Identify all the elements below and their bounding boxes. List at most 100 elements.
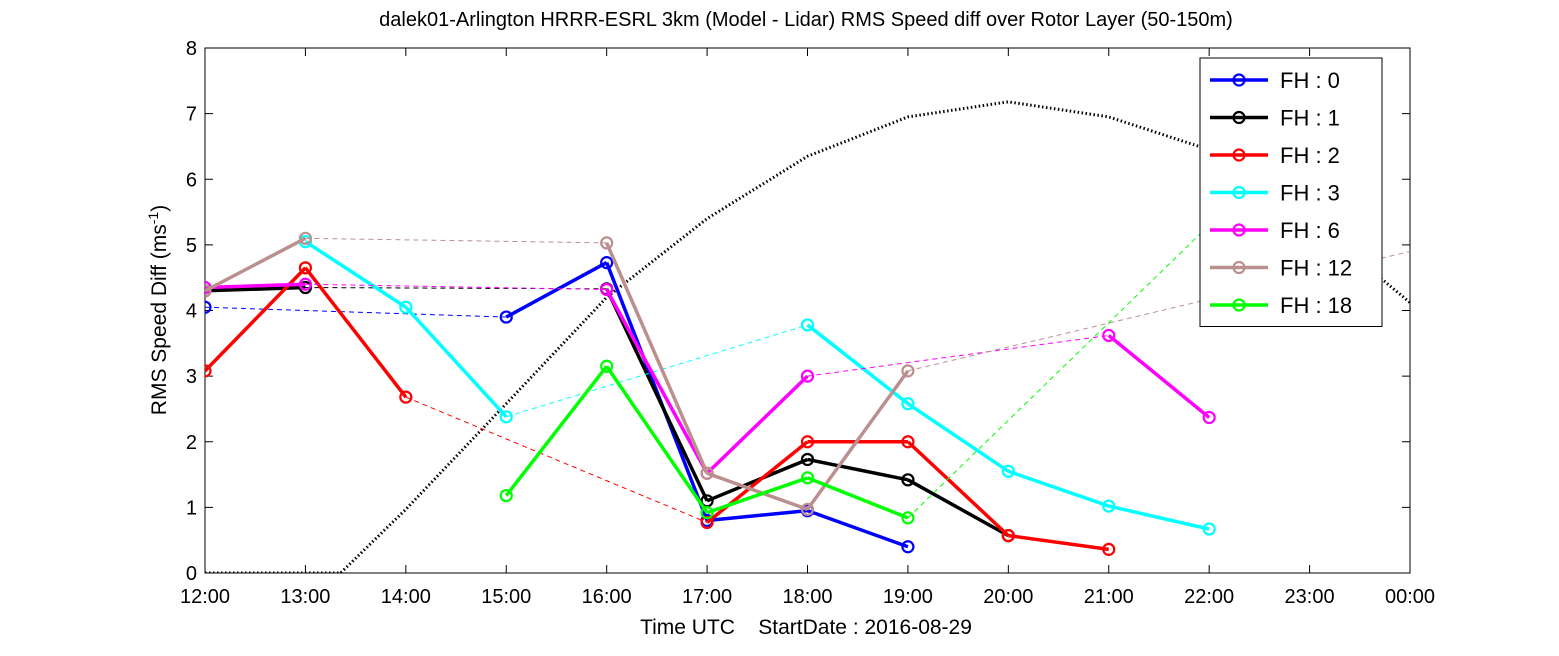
series-gap-link xyxy=(205,306,507,318)
series-gap-link xyxy=(807,334,1109,377)
series-line-segment xyxy=(1108,504,1210,531)
legend-swatch-marker xyxy=(1232,223,1246,237)
data-point xyxy=(1202,410,1216,425)
series-line-segment xyxy=(806,323,909,406)
y-tick-label: 5 xyxy=(186,235,197,257)
plot-area: 12:00 13:00 14:00 15:00 16:00 17:00 18:00 19:00… xyxy=(180,38,1435,608)
y-tick-label: 3 xyxy=(186,366,197,388)
x-tick-label: 00:00 xyxy=(1385,586,1435,608)
x-tick-label: 12:00 xyxy=(180,586,230,608)
series-fh-1 xyxy=(205,280,1015,543)
series-gap-link xyxy=(305,237,607,244)
legend-entry-label: FH : 2 xyxy=(1280,143,1340,168)
series-fh-18 xyxy=(499,224,1210,525)
data-point xyxy=(1001,464,1015,478)
y-tick-label: 8 xyxy=(186,38,197,60)
series-line-segment xyxy=(205,282,306,290)
data-point xyxy=(901,540,915,554)
data-point xyxy=(298,277,313,291)
data-point xyxy=(800,471,815,485)
legend-swatch-marker xyxy=(1232,148,1246,162)
series-fh-2 xyxy=(205,261,1116,556)
y-tick-label: 0 xyxy=(186,563,197,585)
x-tick-label: 14:00 xyxy=(381,586,431,608)
legend-entry-label: FH : 0 xyxy=(1280,68,1340,93)
series-line-segment xyxy=(706,476,809,515)
x-tick-label: 19:00 xyxy=(883,586,933,608)
data-point xyxy=(800,435,815,449)
series-line-segment xyxy=(304,240,407,309)
data-point xyxy=(800,369,815,383)
series-line-segment xyxy=(706,471,809,511)
legend-entry-label: FH : 12 xyxy=(1280,256,1352,281)
data-point xyxy=(800,502,815,516)
series-line-segment xyxy=(806,509,909,549)
y-axis-label: RMS Speed Diff (ms-1) xyxy=(145,205,171,415)
x-tick-label: 17:00 xyxy=(682,586,732,608)
series-line-segment xyxy=(1107,334,1211,419)
data-point xyxy=(901,397,915,411)
series-gap-link xyxy=(506,324,808,418)
series-line-segment xyxy=(504,365,609,497)
data-point xyxy=(298,261,313,275)
legend: FH : 0 FH : 1 FH : 2 FH : 3 FH : 6 FH : 12 FH … xyxy=(1199,57,1383,327)
legend-swatch-marker xyxy=(1232,110,1246,125)
y-tick-label: 7 xyxy=(186,104,197,126)
data-point xyxy=(901,473,915,487)
data-point xyxy=(901,435,915,449)
legend-swatch-marker xyxy=(1232,73,1246,87)
data-point xyxy=(1001,528,1015,543)
series-line-segment xyxy=(304,266,408,399)
data-point xyxy=(1202,522,1216,536)
series-line-segment xyxy=(1007,469,1110,508)
series-gap-link xyxy=(907,224,1210,519)
data-point xyxy=(499,488,513,503)
data-point xyxy=(1102,542,1116,556)
x-tick-label: 18:00 xyxy=(782,586,832,608)
data-point xyxy=(205,300,212,314)
series-fh-3 xyxy=(298,234,1216,536)
data-point xyxy=(600,236,614,250)
data-point xyxy=(205,284,212,298)
data-point xyxy=(399,300,413,314)
x-tick-label: 23:00 xyxy=(1285,586,1335,608)
series-gap-link xyxy=(405,396,708,523)
data-point xyxy=(600,282,614,297)
legend-entry-label: FH : 6 xyxy=(1280,218,1340,243)
series-line-segment xyxy=(705,374,809,475)
legend-entry-label: FH : 1 xyxy=(1280,106,1340,131)
series-line-segment xyxy=(605,365,709,514)
data-point xyxy=(700,466,714,480)
x-axis-label: Time UTC StartDate : 2016-08-29 xyxy=(640,616,972,639)
data-point xyxy=(800,318,815,332)
y-axis-label-main: RMS Speed Diff (ms xyxy=(148,224,171,415)
series-line-segment xyxy=(906,402,1010,473)
x-tick-label: 13:00 xyxy=(280,586,330,608)
data-point xyxy=(600,255,614,270)
x-tick-label: 20:00 xyxy=(983,586,1033,608)
data-point xyxy=(700,506,714,520)
data-point xyxy=(600,359,614,373)
x-tick-label: 22:00 xyxy=(1184,586,1234,608)
series-line-segment xyxy=(605,288,709,475)
x-tick-label: 21:00 xyxy=(1084,586,1134,608)
legend-swatch-marker xyxy=(1232,185,1246,200)
data-point xyxy=(800,452,815,467)
data-point xyxy=(499,310,513,324)
y-tick-label: 6 xyxy=(186,169,197,191)
series-line-segment xyxy=(605,242,709,474)
data-point xyxy=(700,515,714,530)
series-line-segment xyxy=(705,440,809,524)
data-point xyxy=(901,511,915,525)
y-axis-label-sup: -1 xyxy=(145,212,161,225)
data-point xyxy=(298,231,313,245)
x-tick-label: 16:00 xyxy=(582,586,632,608)
y-axis-label-end: ) xyxy=(148,205,171,212)
chart-title: dalek01-Arlington HRRR-ESRL 3km (Model -… xyxy=(379,9,1233,31)
series-line-segment xyxy=(205,285,306,293)
legend-swatch-marker xyxy=(1232,260,1246,275)
data-point xyxy=(205,364,212,378)
series-line-segment xyxy=(806,476,909,520)
data-point xyxy=(399,390,413,404)
